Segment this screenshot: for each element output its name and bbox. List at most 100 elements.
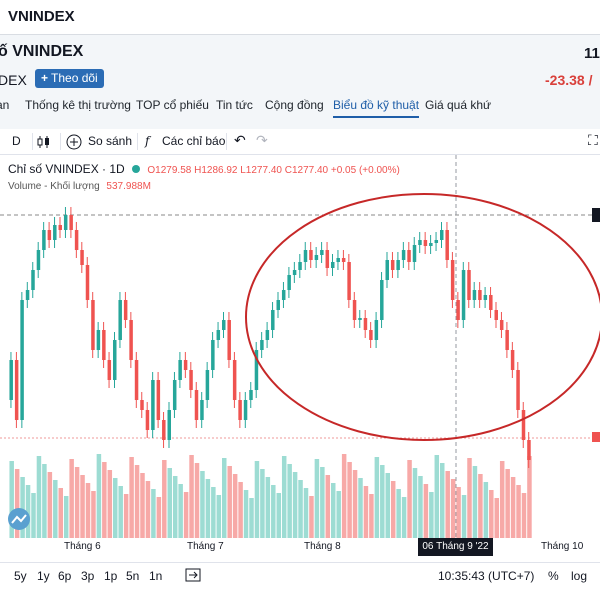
candle-body: [238, 400, 242, 420]
volume-bar: [96, 454, 102, 538]
candle-body: [292, 270, 297, 275]
toolbar-divider: [60, 133, 61, 150]
tab-news[interactable]: Tin tức: [216, 98, 253, 112]
volume-bar: [450, 479, 456, 538]
candle-body: [510, 350, 515, 370]
volume-bar: [292, 472, 298, 538]
candle-body: [172, 380, 177, 410]
index-symbol: DEX: [0, 72, 27, 88]
volume-bar: [178, 484, 183, 538]
candle-body: [102, 330, 106, 360]
percent-toggle[interactable]: %: [548, 569, 559, 583]
volume-bar: [336, 491, 341, 538]
candle-body: [331, 262, 335, 268]
range-3m[interactable]: 3p: [81, 569, 95, 583]
volume-bar: [113, 478, 118, 538]
volume-value: 537.988M: [106, 181, 151, 192]
log-toggle[interactable]: log: [571, 569, 588, 583]
stock-header: ố VNINDEX 11 DEX +Theo dõi -23.38 / an T…: [0, 35, 600, 129]
legend-ohlc: O1279.58 H1286.92 L1277.40 C1277.40 +0.0…: [147, 165, 400, 176]
candle-body: [325, 250, 330, 268]
volume-bar: [151, 489, 156, 538]
volume-bar: [222, 458, 227, 538]
volume-bar: [396, 489, 401, 538]
candle-body: [358, 318, 362, 320]
function-icon[interactable]: f: [145, 134, 150, 148]
tab-top-stocks[interactable]: TOP cổ phiếu: [136, 98, 209, 112]
x-tick-label: Tháng 8: [304, 541, 341, 552]
range-5y[interactable]: 5y: [14, 569, 27, 583]
range-5d[interactable]: 5n: [126, 569, 140, 583]
candle-body: [347, 262, 351, 300]
candle-body: [69, 215, 73, 230]
volume-bar: [358, 478, 363, 538]
volume-bar: [467, 458, 472, 538]
volume-bar: [85, 483, 91, 538]
volume-bar: [205, 479, 211, 538]
redo-icon[interactable]: ↷: [256, 132, 268, 148]
candle-body: [134, 360, 139, 400]
range-1d[interactable]: 1n: [149, 569, 163, 583]
highlight-ellipse: [245, 193, 600, 441]
volume-bar: [227, 466, 232, 538]
plus-circle-icon[interactable]: [66, 134, 82, 150]
tab-technical-chart[interactable]: Biểu đồ kỹ thuật: [333, 98, 420, 118]
volume-label: Volume - Khối lượng: [8, 181, 100, 192]
volume-bar: [36, 456, 42, 538]
tab-overview[interactable]: an: [0, 98, 10, 112]
volume-bar: [401, 497, 407, 538]
candle-body: [200, 400, 204, 420]
volume-bar: [341, 454, 347, 538]
tab-history[interactable]: Giá quá khứ: [425, 98, 492, 112]
candle-body: [314, 255, 319, 260]
volume-bar: [271, 485, 276, 538]
interval-button[interactable]: D: [12, 134, 21, 148]
volume-bar: [243, 490, 249, 538]
candle-body: [445, 230, 449, 260]
volume-bar: [254, 461, 260, 538]
volume-bar: [527, 456, 532, 538]
follow-button[interactable]: + Theo dõi: [35, 69, 104, 88]
candle-body: [162, 420, 166, 440]
candle-body: [461, 270, 466, 320]
x-tick-label: Tháng 10: [541, 541, 584, 552]
candle-body: [178, 360, 182, 380]
volume-bar: [276, 493, 281, 538]
candle-body: [249, 390, 253, 400]
volume-bar: [200, 471, 205, 538]
tab-community[interactable]: Cộng đồng: [265, 98, 324, 112]
indicators-button[interactable]: Các chỉ báo: [162, 134, 226, 148]
candle-body: [129, 320, 133, 360]
date-range-icon[interactable]: [184, 567, 202, 583]
candle-body: [183, 360, 188, 370]
candles-icon[interactable]: [36, 135, 52, 149]
price-change: -23.38 /: [545, 72, 593, 88]
candle-body: [91, 300, 95, 350]
candle-body: [407, 250, 411, 262]
bottom-bar: 5y 1y 6p 3p 1p 5n 1n 10:35:43 (UTC+7) % …: [0, 562, 600, 601]
x-tick-label: Tháng 6: [64, 541, 101, 552]
volume-bar: [134, 465, 140, 538]
chart-legend: Chỉ số VNINDEX · 1D O1279.58 H1286.92 L1…: [8, 162, 400, 176]
volume-bar: [309, 496, 314, 538]
candle-body: [369, 330, 373, 340]
volume-bar: [194, 463, 200, 538]
candle-body: [380, 280, 384, 320]
volume-bar: [156, 497, 162, 538]
price-chart[interactable]: [0, 155, 600, 585]
volume-bar: [189, 455, 194, 538]
volume-bar: [423, 484, 429, 538]
compare-button[interactable]: So sánh: [88, 134, 133, 148]
range-6m[interactable]: 6p: [58, 569, 72, 583]
candle-body: [450, 260, 455, 300]
candle-body: [298, 262, 302, 270]
status-dot-icon: [132, 165, 141, 173]
volume-bar: [489, 490, 494, 538]
fullscreen-icon[interactable]: ⛶: [588, 132, 598, 148]
range-1m[interactable]: 1p: [104, 569, 118, 583]
range-1y[interactable]: 1y: [37, 569, 50, 583]
undo-icon[interactable]: ↶: [234, 132, 246, 148]
tab-market-stats[interactable]: Thống kê thị trường: [25, 98, 131, 112]
volume-bar: [352, 470, 358, 538]
candle-body: [527, 440, 531, 460]
